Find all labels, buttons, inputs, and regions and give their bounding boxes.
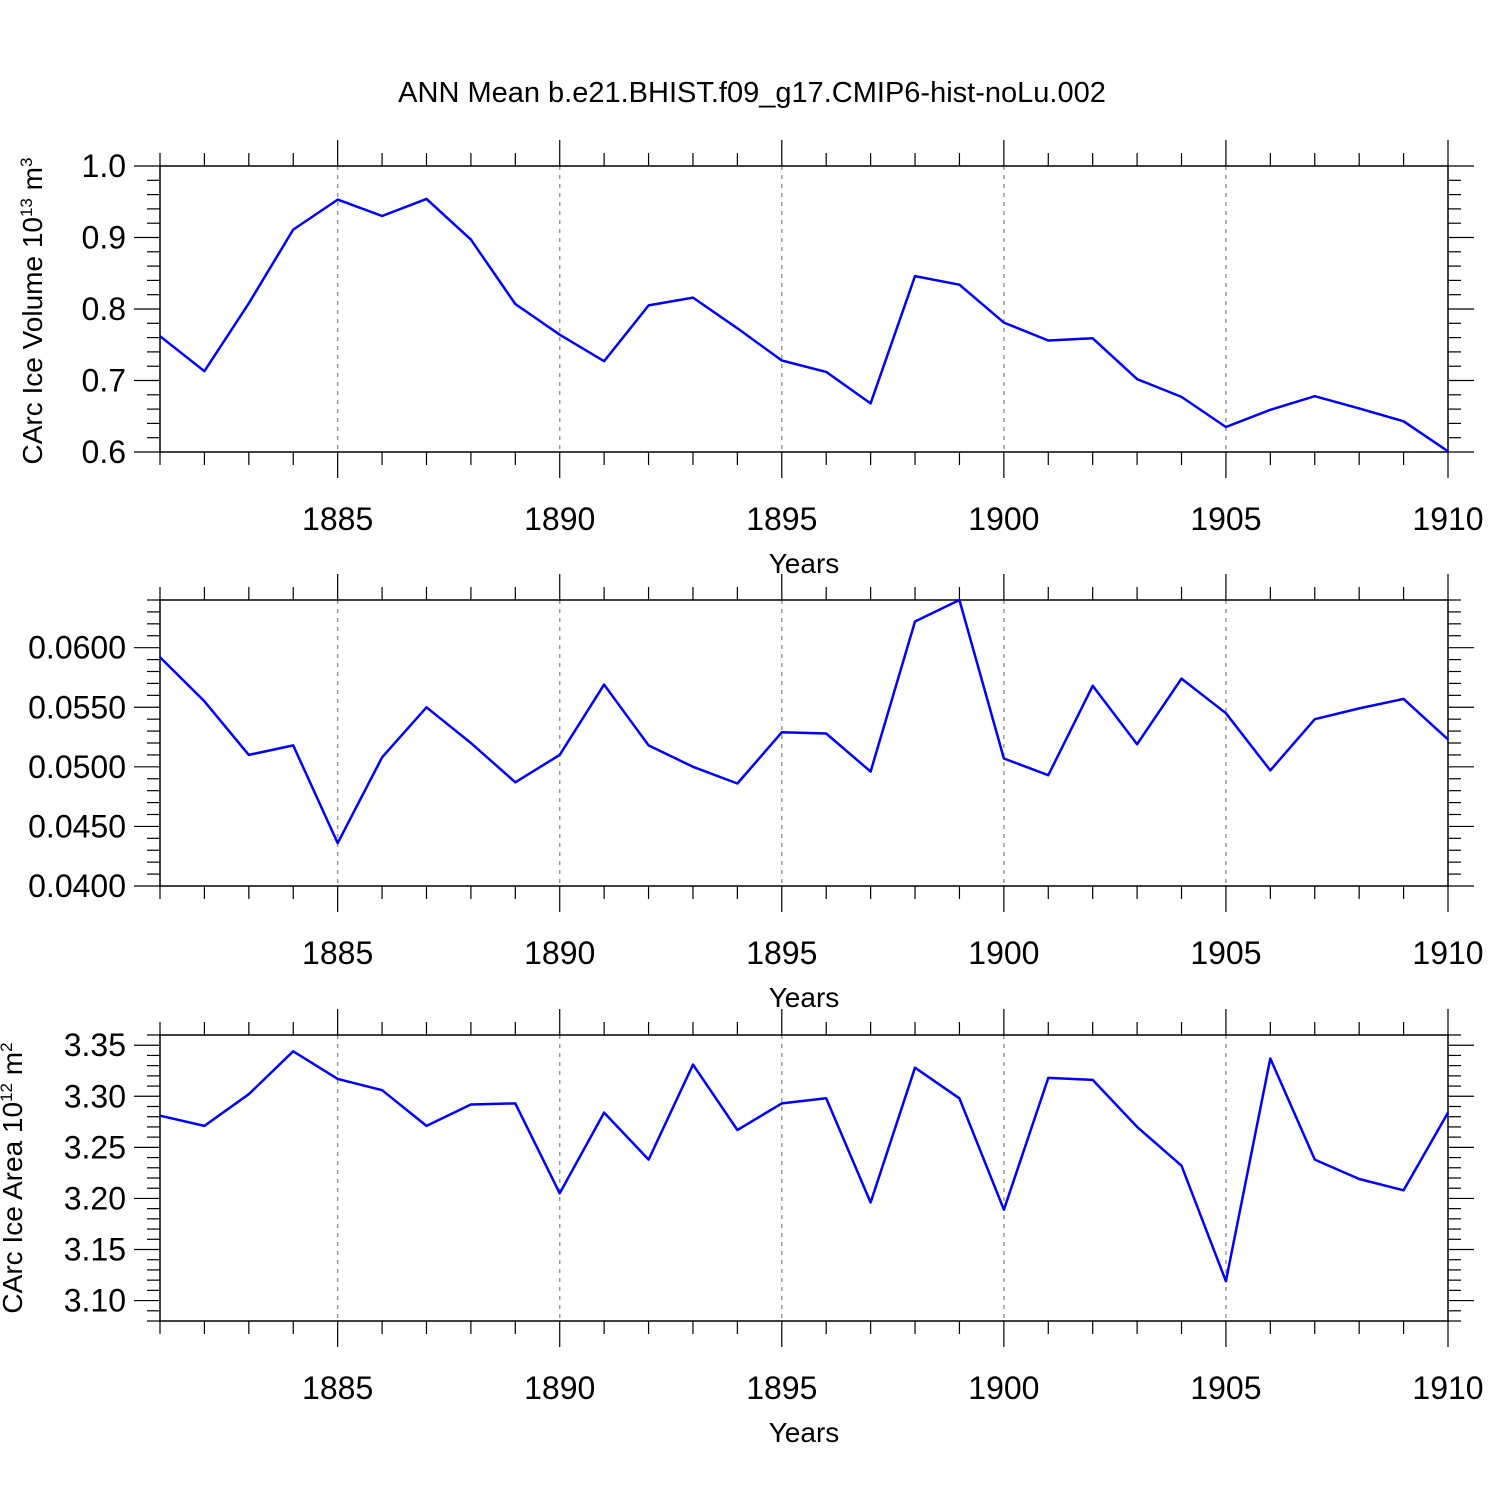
chart-title: ANN Mean b.e21.BHIST.f09_g17.CMIP6-hist-… — [398, 77, 1106, 109]
y-tick-label: 3.35 — [64, 1027, 126, 1063]
plot-frame — [159, 165, 1449, 453]
panel-ice-area: CArc Ice Area 1012 m2 Years 3.10 3.15 3.20… — [0, 1009, 1484, 1448]
x-tick-label: 1895 — [746, 935, 817, 971]
y-tick-label: 3.30 — [64, 1078, 126, 1114]
x-tick-label: 1905 — [1190, 935, 1261, 971]
series-line — [159, 1050, 1450, 1283]
y-tick-label: 0.0400 — [28, 868, 126, 904]
y-tick-label: 0.6 — [82, 434, 126, 470]
x-tick-label: 1910 — [1412, 935, 1483, 971]
x-tick-label: 1890 — [524, 1370, 595, 1406]
series-line — [159, 197, 1449, 453]
y-tick-label: 1.0 — [82, 148, 126, 184]
y-tick-label: 3.15 — [64, 1232, 126, 1268]
panel-middle-series: Years 0.0400 0.0450 0.0500 0.0550 0.0600 1885… — [28, 574, 1484, 1013]
y-tick-label: 3.10 — [64, 1283, 126, 1319]
y-tick-label: 3.25 — [64, 1129, 126, 1165]
x-tick-label: 1895 — [746, 501, 817, 537]
x-axis-label: Years — [769, 1417, 840, 1448]
x-axis-label: Years — [769, 548, 840, 579]
y-tick-label: 0.0450 — [28, 808, 126, 844]
x-tick-label: 1910 — [1412, 501, 1483, 537]
y-axis-label: CArc Ice Volume 1013 m3 — [17, 158, 48, 465]
x-tick-label: 1900 — [968, 1370, 1039, 1406]
y-tick-label: 0.0500 — [28, 749, 126, 785]
y-tick-label: 3.20 — [64, 1180, 126, 1216]
x-axis-label: Years — [769, 982, 840, 1013]
y-tick-label: 0.9 — [82, 220, 126, 256]
plot-frame — [159, 599, 1449, 887]
x-tick-label: 1905 — [1190, 1370, 1261, 1406]
x-tick-label: 1890 — [524, 935, 595, 971]
x-tick-label: 1885 — [302, 1370, 373, 1406]
x-tick-label: 1900 — [968, 501, 1039, 537]
y-tick-label: 0.0550 — [28, 689, 126, 725]
x-tick-label: 1895 — [746, 1370, 817, 1406]
x-tick-label: 1910 — [1412, 1370, 1483, 1406]
x-tick-label: 1900 — [968, 935, 1039, 971]
x-tick-label: 1905 — [1190, 501, 1261, 537]
x-tick-label: 1885 — [302, 935, 373, 971]
y-axis-label: CArc Ice Area 1012 m2 — [0, 1042, 28, 1313]
series-line — [159, 598, 1449, 845]
y-tick-label: 0.0600 — [28, 630, 126, 666]
plot-frame — [159, 1034, 1449, 1322]
y-tick-label: 0.8 — [82, 291, 126, 327]
panel-ice-volume: CArc Ice Volume 1013 m3 Years 0.6 0.7 0.8 0… — [17, 140, 1484, 579]
y-tick-label: 0.7 — [82, 363, 126, 399]
x-tick-label: 1890 — [524, 501, 595, 537]
x-tick-label: 1885 — [302, 501, 373, 537]
